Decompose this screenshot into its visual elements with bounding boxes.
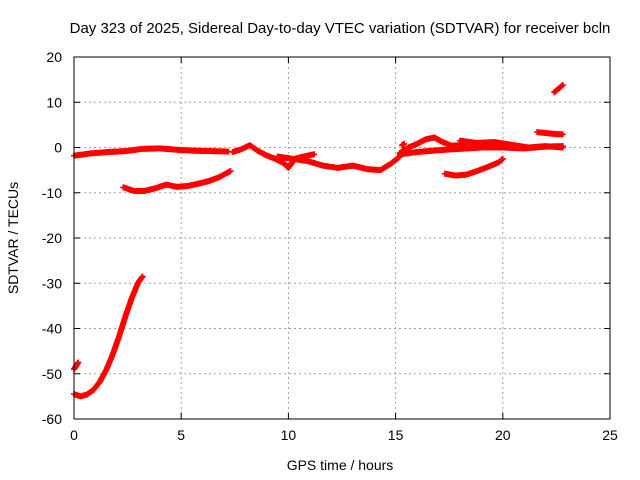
axis-ticks: 0 5 10 15 20 25 -60 -50 -40 -30 -20 -10 0 10 20 bbox=[42, 49, 618, 443]
data-point bbox=[311, 151, 318, 158]
series-sat-d bbox=[120, 168, 234, 194]
data-point bbox=[401, 140, 408, 147]
y-tick-label: 0 bbox=[54, 140, 62, 156]
data-point bbox=[559, 131, 566, 138]
y-axis-label: SDTVAR / TECUs bbox=[5, 182, 21, 294]
x-axis-label: GPS time / hours bbox=[287, 457, 394, 473]
y-tick-label: -10 bbox=[42, 185, 62, 201]
series-sat-b bbox=[71, 273, 146, 400]
series-sat-e bbox=[229, 142, 318, 171]
x-tick-label: 15 bbox=[388, 427, 404, 443]
plot-area bbox=[71, 82, 566, 400]
x-tick-label: 20 bbox=[495, 427, 511, 443]
x-tick-label: 0 bbox=[70, 427, 78, 443]
y-tick-label: -50 bbox=[42, 366, 62, 382]
series-sat-a bbox=[71, 359, 82, 373]
series-sat-i bbox=[441, 155, 506, 179]
grid bbox=[74, 57, 610, 419]
y-tick-label: -20 bbox=[42, 230, 62, 246]
series-sat-k bbox=[534, 129, 566, 138]
x-tick-label: 10 bbox=[281, 427, 297, 443]
series-sat-m bbox=[399, 140, 408, 149]
chart-title: Day 323 of 2025, Sidereal Day-to-day VTE… bbox=[70, 20, 611, 37]
plot-frame bbox=[73, 56, 611, 420]
x-tick-label: 5 bbox=[177, 427, 185, 443]
data-point bbox=[75, 359, 82, 366]
series-sat-c bbox=[71, 145, 232, 159]
x-tick-label: 25 bbox=[602, 427, 618, 443]
series-sat-j bbox=[456, 137, 566, 151]
data-point bbox=[559, 82, 566, 89]
data-point bbox=[227, 168, 234, 175]
series-sat-l bbox=[551, 82, 566, 96]
y-tick-label: -30 bbox=[42, 275, 62, 291]
data-point bbox=[499, 155, 506, 162]
data-point bbox=[559, 144, 566, 151]
data-point bbox=[139, 273, 146, 280]
y-tick-label: 10 bbox=[46, 94, 62, 110]
series-sat-f bbox=[274, 153, 403, 174]
y-tick-label: 20 bbox=[46, 49, 62, 65]
y-tick-label: -60 bbox=[42, 411, 62, 427]
y-tick-label: -40 bbox=[42, 321, 62, 337]
